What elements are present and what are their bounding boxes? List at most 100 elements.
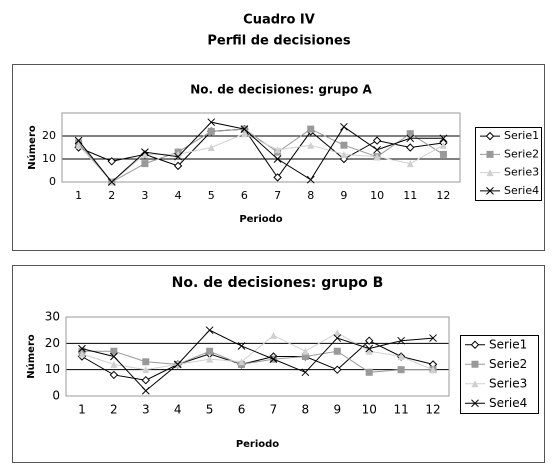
legend-label: Serie3 <box>489 376 527 390</box>
y-tick-label: 0 <box>49 175 56 188</box>
point-marker <box>75 141 83 149</box>
x-axis-label: Periodo <box>236 439 279 450</box>
x-tick-label: 7 <box>270 403 278 417</box>
point-marker <box>365 347 373 355</box>
point-marker <box>142 358 150 366</box>
point-marker <box>78 350 86 358</box>
legend-label: Serie3 <box>504 166 539 179</box>
y-tick-label: 0 <box>52 389 60 403</box>
legend-box <box>475 127 542 201</box>
point-marker <box>333 329 341 337</box>
point-marker <box>397 353 405 360</box>
point-marker <box>173 161 183 171</box>
point-marker <box>397 336 405 345</box>
point-marker <box>406 130 414 138</box>
point-marker <box>238 358 246 366</box>
point-marker <box>273 173 282 182</box>
x-tick-label: 12 <box>425 403 440 417</box>
point-marker <box>207 127 215 135</box>
point-marker <box>110 347 118 355</box>
series-line <box>78 128 444 183</box>
legend-marker <box>471 399 479 408</box>
point-marker <box>107 178 116 186</box>
point-marker <box>373 145 381 154</box>
point-marker <box>301 368 310 377</box>
point-marker <box>174 152 182 161</box>
point-marker <box>74 136 83 145</box>
point-marker <box>301 353 309 360</box>
y-tick-label: 30 <box>45 310 60 324</box>
plot-area <box>61 112 461 183</box>
x-tick-label: 2 <box>108 189 115 202</box>
x-tick-label: 10 <box>362 403 377 417</box>
point-marker <box>340 150 348 158</box>
point-marker <box>240 130 248 138</box>
x-tick-label: 4 <box>175 189 182 202</box>
point-marker <box>439 134 448 143</box>
point-marker <box>372 136 382 145</box>
y-tick-label: 10 <box>42 152 56 165</box>
y-axis-label: Número <box>26 125 38 170</box>
point-marker <box>269 355 278 363</box>
chart-title: No. de decisiones: grupo B <box>172 275 384 291</box>
point-marker <box>78 344 86 353</box>
legend-label: Serie1 <box>489 337 527 351</box>
y-axis-label: Número <box>25 334 37 379</box>
x-tick-label: 9 <box>333 403 341 417</box>
point-marker <box>269 331 277 339</box>
legend-marker <box>486 187 494 195</box>
x-tick-label: 2 <box>110 403 118 417</box>
point-marker <box>340 122 348 131</box>
series-line <box>81 350 434 373</box>
x-tick-label: 7 <box>274 189 281 202</box>
header-title: Cuadro IV <box>243 13 315 28</box>
point-marker <box>237 342 246 350</box>
legend-marker <box>486 150 494 158</box>
series-line <box>78 133 444 183</box>
point-marker <box>273 155 282 163</box>
x-tick-label: 9 <box>340 189 347 202</box>
y-tick-label: 10 <box>45 362 60 376</box>
point-marker <box>274 146 282 154</box>
x-axis-label: Periodo <box>239 214 282 225</box>
x-tick-label: 1 <box>78 403 86 417</box>
point-marker <box>397 366 405 374</box>
point-marker <box>406 160 414 168</box>
point-marker <box>333 365 342 374</box>
x-tick-label: 3 <box>142 403 150 417</box>
x-tick-label: 11 <box>403 189 417 202</box>
x-tick-label: 12 <box>436 189 450 202</box>
point-marker <box>240 125 249 133</box>
x-tick-label: 1 <box>75 189 82 202</box>
legend-marker <box>470 340 480 349</box>
x-tick-label: 5 <box>206 403 214 417</box>
point-marker <box>373 153 381 161</box>
point-marker <box>333 334 342 342</box>
series-line <box>81 329 434 392</box>
point-marker <box>110 360 118 368</box>
point-marker <box>333 347 341 355</box>
legend-marker <box>471 380 479 388</box>
point-marker <box>173 360 182 369</box>
x-tick-label: 8 <box>302 403 310 417</box>
point-marker <box>365 336 374 345</box>
legend-label: Serie4 <box>489 396 527 410</box>
x-tick-label: 6 <box>241 189 248 202</box>
point-marker <box>207 144 215 151</box>
series-line <box>81 340 434 381</box>
point-marker <box>142 366 150 374</box>
point-marker <box>301 347 309 355</box>
legend-label: Serie1 <box>504 129 539 142</box>
plot-area <box>65 316 450 397</box>
point-marker <box>365 344 374 353</box>
x-tick-label: 11 <box>393 403 408 417</box>
legend-marker <box>485 131 495 141</box>
legend-marker <box>471 360 479 368</box>
legend-label: Serie4 <box>504 184 539 197</box>
series-line <box>81 332 434 371</box>
chart-title: No. de decisiones: grupo A <box>190 83 372 97</box>
header-subtitle: Perfil de decisiones <box>207 34 351 49</box>
point-marker <box>110 352 118 361</box>
